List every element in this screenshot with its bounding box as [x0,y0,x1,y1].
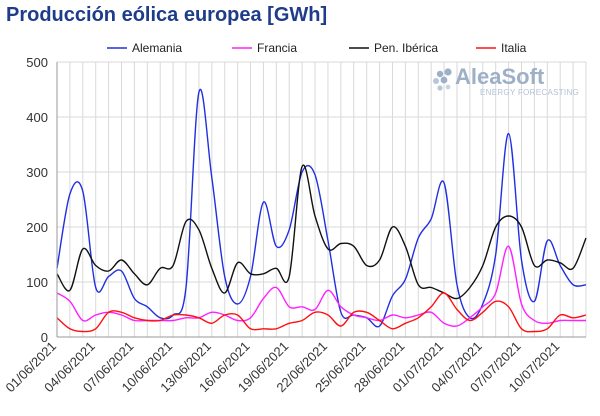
logo-mark-icon [433,68,452,91]
grid-lines [56,61,587,338]
y-tick-label: 100 [26,275,48,290]
series-line-francia [56,245,586,327]
series-line-pen-ib-rica [56,164,587,300]
y-tick-label: 400 [26,110,48,125]
series-line-italia [56,292,587,333]
y-tick-label: 300 [26,165,48,180]
legend-label-alemania: Alemania [132,41,182,55]
logo-tagline: ENERGY FORECASTING [480,88,579,97]
legend-label-italia: Italia [501,41,527,55]
y-tick-label: 0 [41,330,48,345]
series-lines [56,88,587,333]
chart-title: Producción eólica europea [GWh] [6,4,328,26]
y-tick-label: 200 [26,220,48,235]
legend-label-pen-ib-rica: Pen. Ibérica [374,41,438,55]
logo-name: AleaSoft [455,64,545,89]
legend-label-francia: Francia [257,41,297,55]
y-tick-label: 500 [26,55,48,70]
legend: Alemania Francia Pen. Ibérica Italia [107,41,527,55]
series-line-alemania [56,88,587,328]
watermark-logo: AleaSoft ENERGY FORECASTING [433,64,579,97]
